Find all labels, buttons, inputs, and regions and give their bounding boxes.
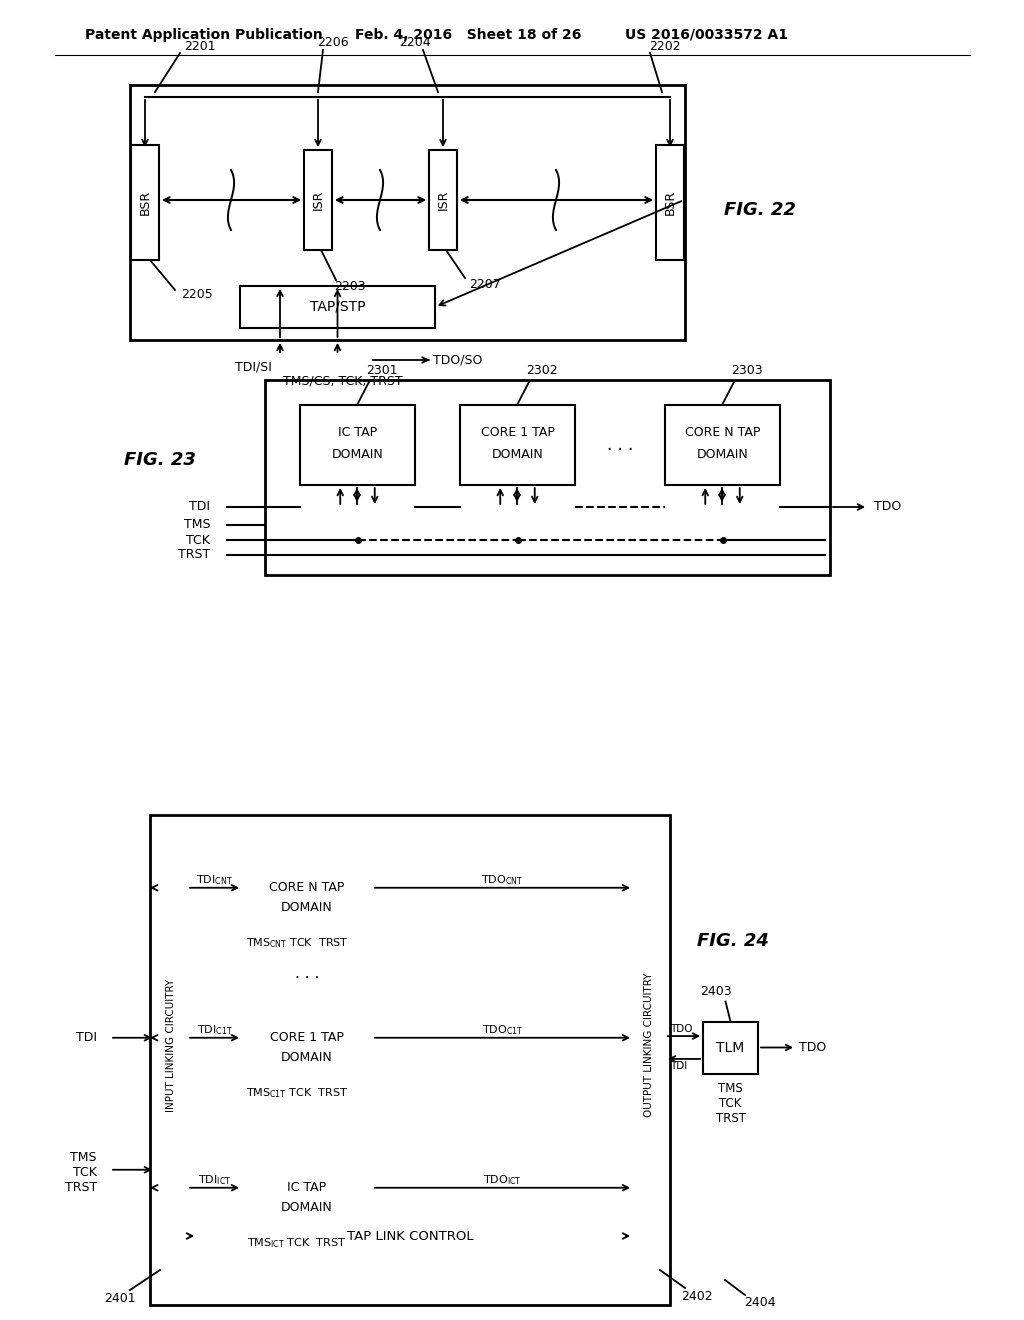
Bar (460, 405, 575, 484)
Text: US 2016/0033572 A1: US 2016/0033572 A1 (625, 28, 788, 42)
Bar (429, 150, 457, 249)
Text: TCK: TCK (186, 533, 210, 546)
Text: CORE 1 TAP: CORE 1 TAP (480, 426, 554, 440)
Text: TDO: TDO (800, 1041, 826, 1053)
Text: 2206: 2206 (317, 37, 349, 49)
Text: DOMAIN: DOMAIN (282, 902, 333, 913)
Text: Patent Application Publication: Patent Application Publication (85, 28, 323, 42)
Bar (242, 865, 372, 931)
Text: ISR: ISR (436, 190, 450, 210)
Text: DOMAIN: DOMAIN (282, 1051, 333, 1064)
Text: TMS$_\mathregular{C1T}$ TCK  TRST: TMS$_\mathregular{C1T}$ TCK TRST (246, 1086, 348, 1100)
Text: TDI$_\mathregular{CNT}$: TDI$_\mathregular{CNT}$ (197, 873, 232, 887)
Bar (242, 1015, 372, 1080)
Text: TLM: TLM (717, 1040, 744, 1055)
Bar (304, 150, 332, 249)
Text: TDI: TDI (670, 1061, 687, 1071)
Text: 2302: 2302 (526, 363, 558, 376)
Text: 2301: 2301 (367, 363, 397, 376)
Text: FIG. 24: FIG. 24 (697, 932, 769, 950)
Text: 2203: 2203 (334, 280, 366, 293)
Text: TDI: TDI (189, 500, 210, 513)
Text: OUTPUT LINKING CIRCUITRY: OUTPUT LINKING CIRCUITRY (644, 973, 654, 1117)
Text: BSR: BSR (138, 190, 152, 215)
Text: BSR: BSR (664, 190, 677, 215)
Text: TAP/STP: TAP/STP (309, 300, 366, 314)
Text: TDO: TDO (670, 1024, 692, 1034)
Text: TDI$_\mathregular{C1T}$: TDI$_\mathregular{C1T}$ (197, 1023, 232, 1036)
Bar (130, 84, 685, 341)
Text: IC TAP: IC TAP (338, 426, 377, 440)
Text: FIG. 23: FIG. 23 (124, 451, 196, 469)
Text: 2401: 2401 (104, 1291, 136, 1304)
Text: TDO: TDO (874, 500, 901, 513)
Text: TMS$_\mathregular{CNT}$ TCK  TRST: TMS$_\mathregular{CNT}$ TCK TRST (246, 936, 348, 950)
Text: 2202: 2202 (649, 41, 681, 54)
Text: TMS/CS, TCK, TRST: TMS/CS, TCK, TRST (283, 375, 402, 388)
Bar (197, 1217, 623, 1255)
Text: . . .: . . . (607, 436, 633, 454)
Text: TCK: TCK (73, 1167, 97, 1179)
Text: 2402: 2402 (681, 1290, 713, 1303)
Text: 2204: 2204 (399, 37, 431, 49)
Text: TDO$_\mathregular{C1T}$: TDO$_\mathregular{C1T}$ (482, 1023, 523, 1036)
Text: DOMAIN: DOMAIN (282, 1201, 333, 1214)
Text: 2201: 2201 (184, 41, 216, 54)
Text: FIG. 22: FIG. 22 (724, 201, 796, 219)
Text: DOMAIN: DOMAIN (492, 449, 544, 462)
Text: TDI/SI: TDI/SI (236, 360, 272, 374)
Text: TMS$_\mathregular{ICT}$ TCK  TRST: TMS$_\mathregular{ICT}$ TCK TRST (248, 1236, 346, 1250)
Bar (656, 145, 684, 260)
Text: 2403: 2403 (699, 985, 731, 998)
Text: TDO$_\mathregular{CNT}$: TDO$_\mathregular{CNT}$ (481, 873, 523, 887)
Bar (131, 145, 159, 260)
Text: DOMAIN: DOMAIN (332, 449, 383, 462)
Text: TRST: TRST (178, 549, 210, 561)
Bar (242, 1166, 372, 1230)
Text: 2404: 2404 (744, 1296, 776, 1309)
Text: 2205: 2205 (181, 289, 213, 301)
Text: TAP LINK CONTROL: TAP LINK CONTROL (347, 1229, 473, 1242)
Bar (150, 814, 670, 1305)
Text: TDO$_\mathregular{ICT}$: TDO$_\mathregular{ICT}$ (483, 1173, 522, 1187)
Text: DOMAIN: DOMAIN (696, 449, 749, 462)
Text: ISR: ISR (311, 190, 325, 210)
Text: TMS: TMS (183, 519, 210, 532)
Bar (665, 405, 780, 484)
Bar (633, 820, 665, 1270)
Text: INPUT LINKING CIRCUITRY: INPUT LINKING CIRCUITRY (166, 978, 176, 1111)
Text: IC TAP: IC TAP (288, 1181, 327, 1195)
Text: Feb. 4, 2016   Sheet 18 of 26: Feb. 4, 2016 Sheet 18 of 26 (355, 28, 582, 42)
Bar (155, 820, 187, 1270)
Text: TMS: TMS (71, 1151, 97, 1164)
Text: TMS: TMS (718, 1082, 742, 1096)
Text: 2207: 2207 (469, 277, 501, 290)
Text: TDI: TDI (76, 1031, 97, 1044)
Text: TRST: TRST (716, 1111, 745, 1125)
Bar (265, 380, 830, 576)
Bar (703, 1022, 758, 1073)
Text: CORE N TAP: CORE N TAP (269, 880, 345, 894)
Text: TCK: TCK (719, 1097, 741, 1110)
Text: TRST: TRST (65, 1181, 97, 1195)
Text: TDI$_\mathregular{ICT}$: TDI$_\mathregular{ICT}$ (198, 1173, 231, 1187)
Bar (240, 286, 435, 327)
Text: CORE N TAP: CORE N TAP (685, 426, 760, 440)
Bar (300, 405, 415, 484)
Text: . . .: . . . (295, 965, 319, 981)
Text: CORE 1 TAP: CORE 1 TAP (270, 1031, 344, 1044)
Text: TDO/SO: TDO/SO (433, 354, 482, 367)
Text: 2303: 2303 (731, 363, 763, 376)
